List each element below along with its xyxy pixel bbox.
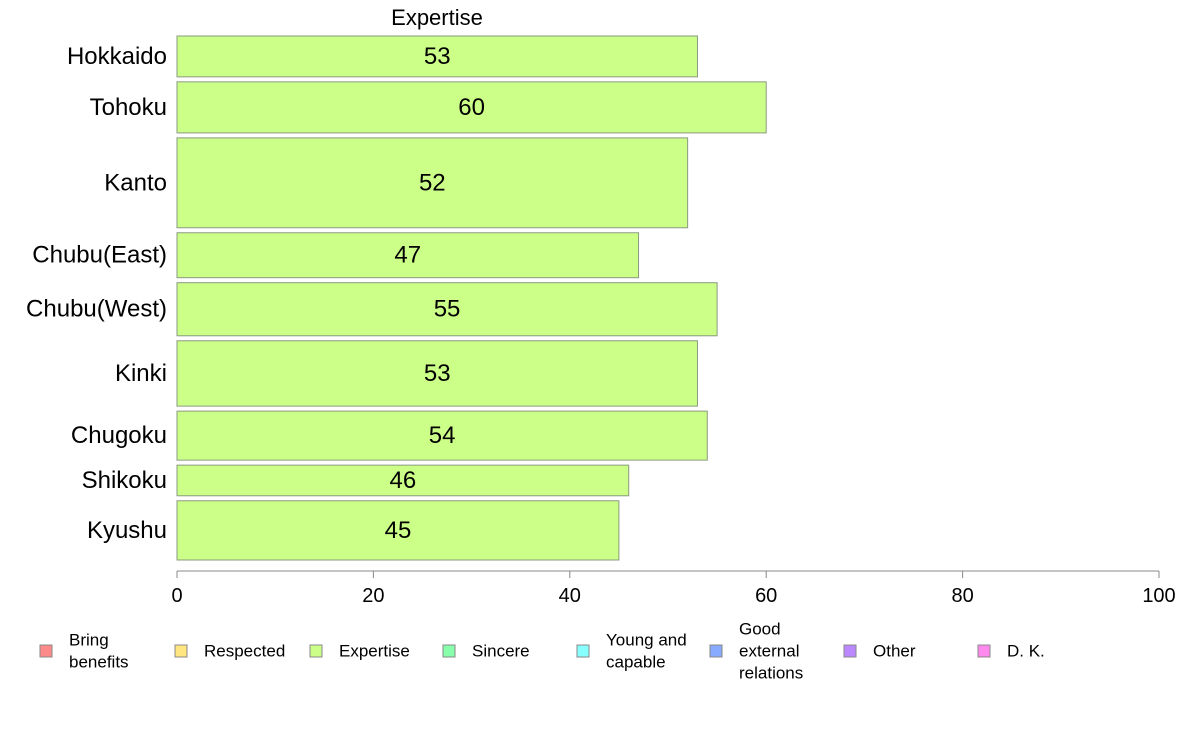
value-label: 53: [424, 360, 451, 387]
value-label: 47: [394, 242, 421, 269]
x-tick-label: 20: [362, 585, 384, 607]
legend-label: Good external relations: [739, 620, 803, 683]
legend-swatch: [977, 644, 991, 658]
x-tick-label: 100: [1142, 585, 1175, 607]
category-label: Chubu(East): [32, 242, 167, 269]
x-tick-label: 80: [951, 585, 973, 607]
value-label: 54: [429, 422, 456, 449]
legend-swatch: [576, 644, 590, 658]
bar-hokkaido: [176, 35, 698, 78]
bar-chubu-east-: [176, 232, 640, 279]
bar-kyushu: [176, 500, 620, 561]
bars-group: Hokkaido 53 Tohoku 60 Kanto 52 Chubu(East) 47 Ch…: [26, 35, 767, 561]
value-label: 52: [419, 169, 446, 196]
bar-chubu-west-: [176, 282, 718, 337]
x-tick-label: 0: [171, 585, 182, 607]
legend: Bring benefits Respected Expertise Sincere Yo…: [39, 620, 1045, 683]
legend-label: Sincere: [472, 642, 530, 661]
bar-tohoku: [176, 81, 767, 134]
legend-label: Other: [873, 642, 916, 661]
category-label: Chubu(West): [26, 296, 167, 323]
bar-kanto: [176, 137, 689, 229]
legend-label: Respected: [204, 642, 285, 661]
value-label: 53: [424, 43, 451, 70]
legend-swatch: [309, 644, 323, 658]
legend-swatch: [709, 644, 723, 658]
category-label: Kinki: [115, 360, 167, 387]
bar-kinki: [176, 340, 698, 407]
category-label: Kanto: [104, 169, 167, 196]
bar-shikoku: [176, 464, 630, 497]
category-label: Tohoku: [90, 94, 167, 121]
legend-label: D. K.: [1007, 642, 1045, 661]
legend-swatch: [442, 644, 456, 658]
category-label: Hokkaido: [67, 43, 167, 70]
legend-label: Bring benefits: [69, 631, 129, 672]
category-label: Shikoku: [82, 467, 167, 494]
value-label: 55: [434, 296, 461, 323]
bar-chugoku: [176, 410, 708, 461]
x-tick-label: 40: [559, 585, 581, 607]
value-label: 60: [458, 94, 485, 121]
legend-swatch: [843, 644, 857, 658]
legend-swatch: [174, 644, 188, 658]
legend-label: Young and capable: [606, 631, 687, 672]
category-label: Chugoku: [71, 422, 167, 449]
category-label: Kyushu: [87, 517, 167, 544]
x-axis: 0 20 40 60 80 100: [171, 570, 1176, 607]
x-tick-label: 60: [755, 585, 777, 607]
value-label: 45: [385, 517, 412, 544]
chart-title: Expertise: [391, 5, 483, 30]
value-label: 46: [390, 467, 417, 494]
legend-swatch: [39, 644, 53, 658]
legend-label: Expertise: [339, 642, 410, 661]
